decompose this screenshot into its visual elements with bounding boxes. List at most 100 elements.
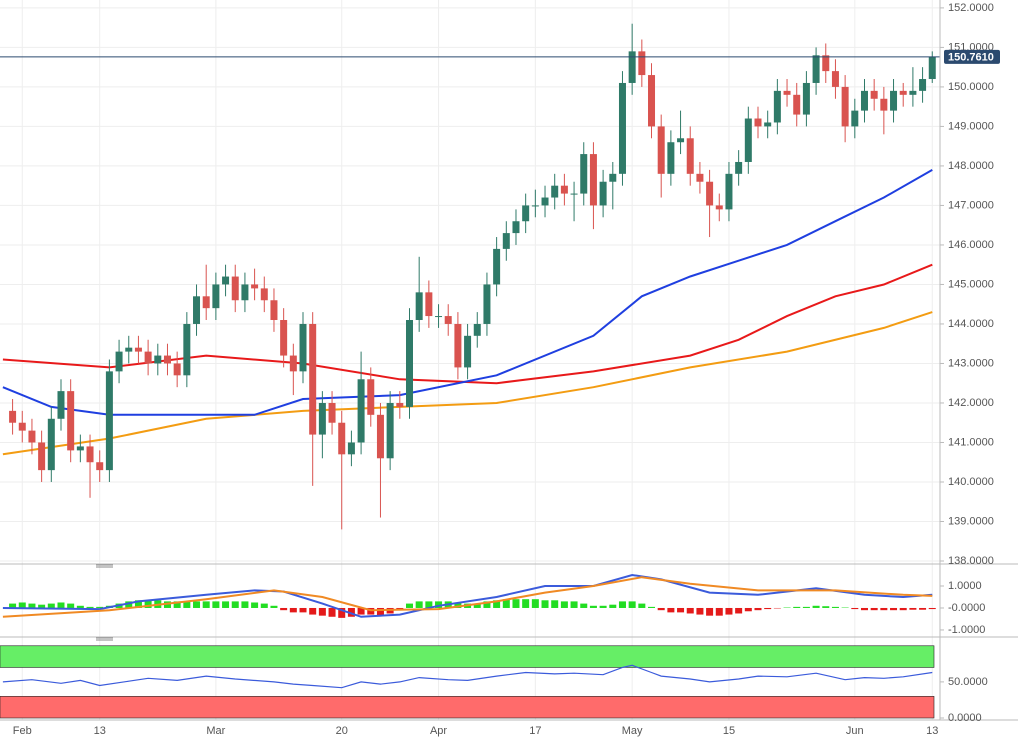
candle-body (125, 347, 133, 352)
histogram-bar (667, 607, 675, 613)
candle-body (289, 355, 297, 372)
histogram-bar (890, 607, 898, 611)
candle-body (357, 379, 365, 443)
histogram-bar (38, 604, 46, 608)
candle-body (222, 276, 230, 285)
candle-body (47, 418, 55, 471)
candle-body (18, 422, 26, 431)
candle-body (870, 90, 878, 99)
histogram-bar (822, 606, 830, 608)
x-tick-label: Jun (846, 725, 864, 737)
resize-handle[interactable] (96, 564, 113, 568)
candle-body (822, 55, 830, 72)
candle-body (628, 51, 636, 83)
candle-body (464, 335, 472, 368)
candle-body (309, 323, 317, 435)
candle-body (754, 118, 762, 127)
y-tick-label: 147.0000 (948, 199, 994, 211)
histogram-bar (706, 607, 714, 616)
candle-body (57, 391, 65, 419)
y-tick-label: 152.0000 (948, 2, 994, 14)
histogram-bar (125, 601, 133, 608)
candle-body (299, 323, 307, 372)
candle-body (744, 118, 752, 162)
histogram-bar (928, 607, 936, 610)
histogram-bar (677, 607, 685, 613)
candle-body (706, 181, 714, 206)
histogram-bar (251, 602, 259, 608)
histogram-bar (522, 599, 530, 608)
candle-body (880, 98, 888, 111)
x-tick-label: Apr (430, 725, 447, 737)
candle-body (396, 402, 404, 407)
candle-body (231, 276, 239, 301)
candle-body (318, 402, 326, 435)
histogram-bar (648, 606, 656, 608)
indicator-line (2, 311, 933, 456)
histogram-bar (589, 605, 597, 608)
histogram-bar (793, 606, 801, 608)
candle-body (735, 161, 743, 174)
histogram-bar (144, 600, 152, 608)
histogram-bar (57, 602, 65, 608)
candle-body (570, 193, 578, 195)
candle-body (677, 138, 685, 143)
candle-body (860, 90, 868, 111)
candle-body (802, 82, 810, 115)
candle-body (347, 442, 355, 455)
candle-body (386, 402, 394, 459)
candle-body (618, 82, 626, 174)
y-tick-label: 145.0000 (948, 278, 994, 290)
y-tick-label: -0.0000 (948, 602, 985, 614)
marks (0, 23, 940, 719)
candle-body (648, 75, 656, 127)
candle-body (493, 248, 501, 285)
candle-body (415, 292, 423, 321)
last-price-box (944, 49, 1000, 64)
histogram-bar (280, 607, 288, 611)
x-tick-label: 13 (94, 725, 106, 737)
histogram-bar (493, 600, 501, 608)
candle-body (919, 79, 927, 91)
histogram-bar (299, 607, 307, 613)
y-tick-label: 138.0000 (948, 555, 994, 567)
y-tick-label: 149.0000 (948, 120, 994, 132)
y-tick-label: 139.0000 (948, 515, 994, 527)
candle-body (522, 205, 530, 222)
candle-body (105, 371, 113, 471)
histogram-bar (725, 607, 733, 615)
candle-body (764, 122, 772, 127)
histogram-bar (328, 607, 336, 617)
candle-body (783, 90, 791, 95)
histogram-bar (367, 607, 375, 615)
candle-body (425, 292, 433, 317)
histogram-bar (580, 603, 588, 608)
resize-handle[interactable] (96, 637, 113, 641)
histogram-bar (473, 603, 481, 608)
band (0, 696, 935, 719)
histogram-bar (47, 603, 55, 608)
histogram-bar (531, 599, 539, 608)
y-tick-label: 1.0000 (948, 580, 982, 592)
candle-body (134, 347, 142, 352)
candle-body (38, 442, 46, 471)
candle-body (899, 90, 907, 95)
candle-body (444, 316, 452, 324)
histogram-bar (909, 607, 917, 610)
candle-body (715, 205, 723, 210)
candle-body (483, 284, 491, 324)
candle-body (328, 402, 336, 423)
histogram-bar (744, 607, 752, 612)
candle-body (338, 422, 346, 455)
candle-body (173, 363, 181, 376)
histogram-bar (415, 601, 423, 608)
labels: Feb 13 Mar 20 Apr 17 May 15 Jun 13 138.0000 139.000… (13, 2, 1000, 737)
candle-body (793, 94, 801, 115)
y-tick-label: 143.0000 (948, 357, 994, 369)
histogram-bar (435, 601, 443, 608)
histogram-bar (502, 599, 510, 608)
histogram-bar (76, 605, 84, 608)
candle-body (599, 181, 607, 206)
